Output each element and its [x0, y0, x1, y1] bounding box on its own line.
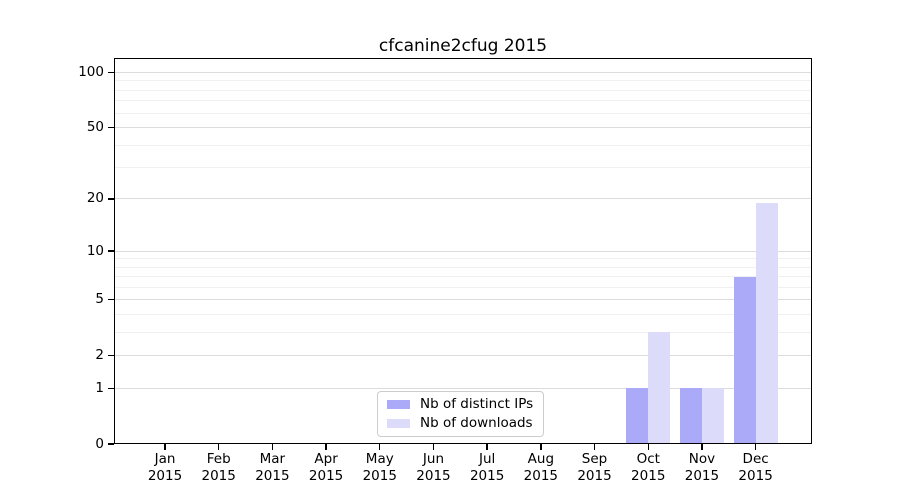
x-tick-year: 2015 — [255, 468, 290, 484]
x-tick-mark — [379, 444, 381, 450]
bar-downloads — [701, 388, 724, 444]
x-tick-label: Jan 2015 — [120, 451, 210, 485]
y-tick-label: 1 — [95, 379, 104, 396]
x-tick-label: Mar 2015 — [227, 451, 317, 485]
x-tick-mark — [701, 444, 703, 450]
gridline-major — [114, 72, 812, 74]
x-tick-month: Sep — [581, 451, 608, 467]
x-tick-month: Nov — [688, 451, 716, 467]
x-tick-mark — [218, 444, 220, 450]
legend-item: Nb of distinct IPs — [387, 395, 543, 412]
plot-area — [114, 58, 812, 444]
gridline-minor — [114, 258, 812, 260]
x-tick-year: 2015 — [147, 468, 183, 484]
legend-swatch-downloads — [387, 419, 410, 429]
x-tick-year: 2015 — [362, 468, 397, 484]
y-tick-label: 100 — [78, 64, 104, 81]
y-tick-mark — [108, 250, 114, 252]
bar-distinct-ips — [733, 276, 756, 444]
x-tick-label: Dec 2015 — [711, 451, 801, 485]
y-tick-label: 5 — [95, 291, 104, 308]
gridline-major — [114, 387, 812, 389]
gridline-minor — [114, 331, 812, 333]
y-tick-label: 2 — [95, 347, 104, 364]
gridline-minor — [114, 276, 812, 278]
gridline-minor — [114, 100, 812, 102]
x-tick-month: Jul — [479, 451, 496, 467]
gridline-minor — [114, 286, 812, 288]
x-tick-mark — [164, 444, 166, 450]
y-tick-label: 20 — [86, 190, 104, 207]
x-tick-year: 2015 — [201, 468, 236, 484]
x-tick-month: Dec — [742, 451, 769, 467]
x-tick-year: 2015 — [684, 468, 720, 484]
bar-distinct-ips — [626, 388, 649, 444]
x-tick-month: Feb — [206, 451, 231, 467]
x-tick-label: Jun 2015 — [388, 451, 478, 485]
y-tick-mark — [108, 126, 114, 129]
y-tick-mark — [108, 198, 114, 200]
gridline-minor — [114, 112, 812, 114]
x-tick-year: 2015 — [738, 468, 773, 484]
y-tick-mark — [108, 387, 114, 389]
x-tick-year: 2015 — [416, 468, 451, 484]
x-tick-year: 2015 — [523, 468, 559, 484]
x-tick-mark — [754, 444, 757, 450]
chart-title: cfcanine2cfug 2015 — [378, 36, 548, 56]
x-tick-year: 2015 — [631, 468, 666, 484]
legend-label: Nb of distinct IPs — [420, 395, 534, 412]
legend-label: Nb of downloads — [420, 415, 533, 432]
bar-downloads — [648, 332, 671, 444]
bar-distinct-ips — [679, 388, 702, 444]
gridline-minor — [114, 89, 812, 91]
gridline-major — [114, 198, 812, 200]
gridline-major — [114, 299, 812, 301]
x-tick-mark — [647, 444, 649, 450]
legend-item: Nb of downloads — [387, 416, 543, 431]
x-tick-label: Apr 2015 — [281, 451, 371, 485]
y-tick-mark — [108, 443, 114, 445]
x-tick-label: Jul 2015 — [442, 451, 532, 485]
x-tick-month: Apr — [314, 451, 338, 467]
x-tick-year: 2015 — [308, 468, 344, 484]
gridline-major — [114, 250, 812, 252]
x-tick-month: Mar — [259, 451, 286, 467]
gridline-minor — [114, 266, 812, 268]
x-tick-month: May — [365, 451, 394, 467]
x-tick-label: Sep 2015 — [550, 451, 640, 485]
x-tick-label: Aug 2015 — [496, 451, 586, 485]
x-tick-label: Oct 2015 — [603, 451, 693, 485]
x-tick-mark — [432, 444, 435, 450]
x-tick-label: Feb 2015 — [174, 451, 264, 485]
x-tick-month: Aug — [527, 451, 555, 467]
legend: Nb of distinct IPs Nb of downloads — [377, 391, 544, 437]
x-tick-year: 2015 — [577, 468, 612, 484]
x-tick-year: 2015 — [469, 468, 505, 484]
x-tick-month: Jan — [154, 451, 176, 467]
gridline-minor — [114, 144, 812, 146]
gridline-minor — [114, 313, 812, 315]
y-tick-label: 50 — [86, 119, 104, 136]
legend-swatch-distinct-ips — [387, 399, 410, 409]
gridline-minor — [114, 80, 812, 82]
x-tick-mark — [593, 444, 596, 450]
x-tick-mark — [325, 444, 327, 450]
y-tick-label: 10 — [86, 242, 104, 259]
gridline-major — [114, 355, 812, 357]
y-tick-mark — [108, 299, 114, 301]
y-tick-mark — [108, 71, 114, 74]
gridline-minor — [114, 167, 812, 169]
gridline-major — [114, 127, 812, 129]
x-tick-mark — [271, 444, 274, 450]
x-tick-mark — [486, 444, 488, 450]
x-tick-month: Jun — [422, 451, 445, 467]
x-tick-label: Nov 2015 — [657, 451, 747, 485]
x-tick-mark — [540, 444, 542, 450]
x-tick-month: Oct — [636, 451, 660, 467]
y-tick-mark — [108, 354, 114, 357]
x-tick-label: May 2015 — [335, 451, 425, 485]
bar-downloads — [755, 202, 778, 444]
y-tick-label: 0 — [95, 435, 104, 452]
